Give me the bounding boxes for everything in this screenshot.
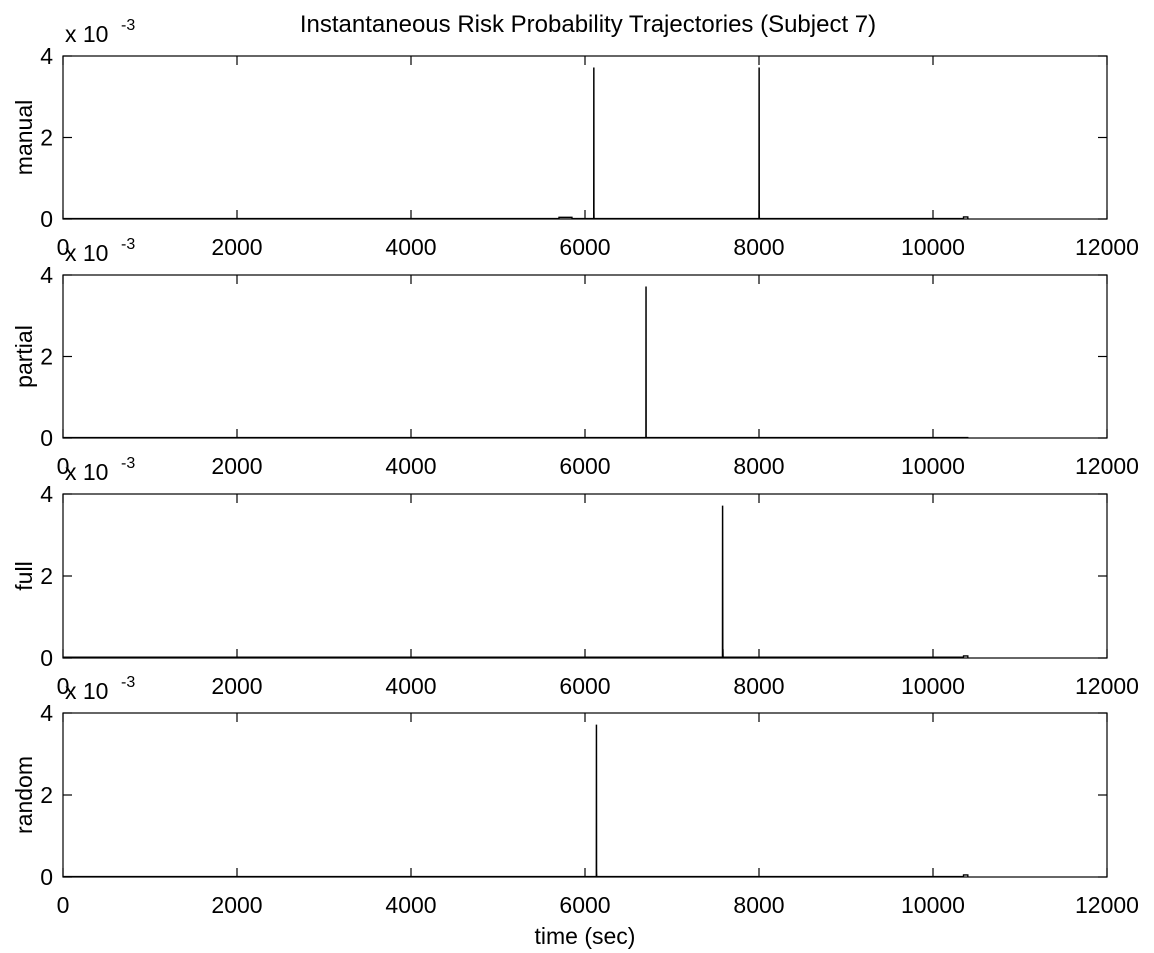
- y-exponent-power: -3: [121, 455, 135, 472]
- x-tick-label: 0: [57, 892, 70, 918]
- x-tick-label: 0: [57, 673, 70, 699]
- y-tick-label: 4: [40, 43, 53, 69]
- subplot-partial: 0 2000 4000 6000 8000 10000 12000 0 2 4 x 10 -3 part…: [11, 236, 1139, 479]
- chart-title: Instantaneous Risk Probability Trajector…: [300, 11, 876, 38]
- y-tick-label: 4: [40, 481, 53, 507]
- y-exponent-label: x 10: [65, 459, 108, 485]
- y-exponent-power: -3: [121, 17, 135, 34]
- y-tick-label: 0: [40, 425, 53, 451]
- y-axis-label: random: [11, 756, 37, 834]
- x-tick-label: 0: [57, 234, 70, 260]
- y-exponent-label: x 10: [65, 240, 108, 266]
- x-tick-label: 2000: [211, 673, 262, 699]
- x-tick-label: 4000: [385, 453, 436, 479]
- y-tick-label: 2: [40, 782, 53, 808]
- series-line-partial: [63, 286, 969, 439]
- x-tick-label: 2000: [211, 892, 262, 918]
- x-tick-label: 12000: [1075, 892, 1139, 918]
- x-tick-label: 12000: [1075, 673, 1139, 699]
- x-tick-label: 12000: [1075, 234, 1139, 260]
- y-tick-label: 0: [40, 645, 53, 671]
- y-exponent-label: x 10: [65, 21, 108, 47]
- x-axis-label: time (sec): [535, 923, 636, 949]
- y-tick-label: 4: [40, 262, 53, 288]
- axes-frame: [62, 274, 1108, 439]
- subplot-full: 0 2000 4000 6000 8000 10000 12000 0 2 4 x 10 -3 full: [11, 455, 1139, 699]
- y-tick-label: 2: [40, 563, 53, 589]
- series-line-manual: [63, 67, 969, 220]
- x-tick-label: 6000: [559, 673, 610, 699]
- x-tick-label: 8000: [733, 234, 784, 260]
- axes-frame: [62, 712, 1108, 878]
- x-tick-label: 4000: [385, 673, 436, 699]
- y-exponent-power: -3: [121, 236, 135, 253]
- y-axis-label: full: [11, 561, 37, 590]
- y-tick-label: 4: [40, 700, 53, 726]
- x-tick-label: 12000: [1075, 453, 1139, 479]
- x-tick-label: 10000: [901, 892, 965, 918]
- x-tick-label: 0: [57, 453, 70, 479]
- subplot-random: 0 2000 4000 6000 8000 10000 12000 0 2 4 x 10 -3 rand…: [11, 674, 1139, 918]
- x-tick-label: 8000: [733, 453, 784, 479]
- x-tick-label: 10000: [901, 453, 965, 479]
- series-line-random: [63, 724, 969, 878]
- series-line-full: [63, 505, 969, 659]
- y-tick-label: 0: [40, 206, 53, 232]
- axes-frame: [62, 55, 1108, 220]
- x-tick-label: 2000: [211, 234, 262, 260]
- x-tick-label: 6000: [559, 892, 610, 918]
- y-axis-label: manual: [11, 100, 37, 175]
- x-tick-label: 8000: [733, 892, 784, 918]
- axes-frame: [62, 493, 1108, 659]
- y-exponent-label: x 10: [65, 678, 108, 704]
- y-axis-label: partial: [11, 325, 37, 388]
- y-tick-label: 2: [40, 125, 53, 151]
- x-tick-label: 6000: [559, 453, 610, 479]
- x-tick-label: 4000: [385, 892, 436, 918]
- x-tick-label: 10000: [901, 673, 965, 699]
- x-tick-label: 8000: [733, 673, 784, 699]
- y-tick-label: 0: [40, 864, 53, 890]
- y-exponent-power: -3: [121, 674, 135, 691]
- y-tick-label: 2: [40, 344, 53, 370]
- x-tick-label: 6000: [559, 234, 610, 260]
- x-tick-label: 4000: [385, 234, 436, 260]
- x-tick-label: 2000: [211, 453, 262, 479]
- x-tick-label: 10000: [901, 234, 965, 260]
- subplot-manual: 0 2000 4000 6000 8000 10000 12000 0 2 4 x 10 -3 manu…: [11, 17, 1139, 260]
